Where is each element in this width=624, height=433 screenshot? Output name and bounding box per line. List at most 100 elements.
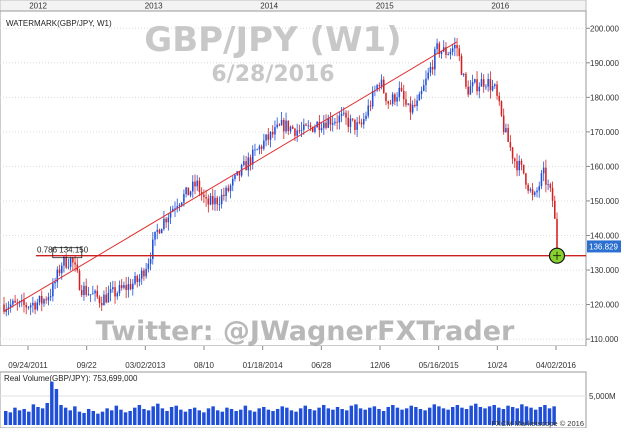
candle-body: [94, 290, 96, 294]
candle-body: [207, 198, 210, 205]
volume-bar: [363, 409, 367, 425]
volume-bar: [59, 405, 63, 425]
volume-bar: [492, 405, 496, 425]
volume-bar: [165, 411, 169, 425]
candle-body: [320, 128, 323, 131]
candle-body: [343, 112, 345, 114]
candle-body: [211, 195, 214, 205]
candle-body: [409, 103, 412, 113]
candle-body: [216, 197, 218, 205]
volume-bar: [414, 407, 418, 425]
candle-body: [329, 118, 332, 125]
candle-body: [243, 161, 245, 166]
candle-body: [136, 275, 139, 282]
volume-bar: [100, 411, 105, 425]
candle-body: [418, 94, 421, 101]
candle-body: [500, 101, 503, 116]
candle-body: [38, 295, 41, 303]
year-label: 2015: [376, 2, 394, 11]
volume-bar: [160, 408, 165, 425]
year-label: 2012: [29, 2, 47, 11]
current-price-label: 136.829: [589, 242, 618, 251]
volume-bar: [345, 410, 349, 425]
candle-body: [29, 305, 32, 308]
volume-bar: [391, 405, 395, 425]
candle-body: [376, 85, 378, 91]
candle-body: [436, 43, 438, 50]
candle-body: [405, 99, 407, 105]
candle-body: [549, 184, 552, 188]
candle-body: [7, 307, 10, 309]
candle-body: [147, 263, 150, 269]
candle-body: [49, 296, 52, 298]
candle-body: [227, 187, 230, 191]
volume-bar: [478, 407, 483, 425]
volume-bar: [266, 409, 271, 425]
candle-body: [87, 294, 90, 296]
date-axis-band: [0, 346, 586, 372]
candle-body: [223, 194, 225, 197]
candle-body: [23, 300, 25, 305]
volume-bar: [169, 407, 174, 425]
volume-bar: [497, 407, 501, 425]
candle-body: [429, 66, 432, 73]
volume-bar: [460, 407, 464, 425]
candle-body: [440, 51, 443, 55]
year-label: 2014: [260, 2, 278, 11]
candle-body: [129, 284, 132, 290]
candle-body: [491, 86, 494, 91]
volume-bar: [432, 404, 437, 425]
volume-bar: [82, 413, 86, 425]
chart-title: WATERMARK(GBP/JPY, W1): [6, 19, 112, 28]
price-axis: 110.000 120.000 130.000 140.000 150.000 160.0…: [586, 24, 619, 344]
watermark-symbol: GBP/JPY (W1): [144, 20, 401, 60]
volume-bar: [22, 409, 26, 425]
volume-bar: [469, 405, 473, 425]
candle-body: [140, 270, 143, 279]
candle-body: [458, 48, 461, 56]
volume-bar: [109, 410, 114, 425]
volume-bar: [192, 407, 197, 425]
watermark-date: 6/28/2016: [211, 62, 334, 87]
candle-body: [307, 125, 310, 127]
volume-bar: [285, 407, 289, 425]
y-tick-label: 110.000: [590, 335, 619, 344]
volume-bar: [31, 404, 36, 425]
volume-bar: [8, 412, 13, 425]
x-tick-label: 09/22: [77, 361, 98, 370]
candle-body: [300, 129, 303, 131]
candle-body: [116, 293, 119, 297]
candle-body: [400, 87, 403, 91]
volume-bar: [510, 407, 515, 425]
candle-body: [209, 195, 212, 205]
volume-bar: [547, 408, 552, 425]
watermark-twitter: Twitter: @JWagnerFXTrader: [96, 316, 515, 347]
candle-body: [554, 200, 556, 219]
candle-body: [454, 45, 456, 49]
candle-body: [83, 285, 85, 296]
candle-body: [522, 164, 525, 174]
volume-bar: [27, 411, 31, 425]
candle-body: [494, 84, 496, 87]
candle-body: [420, 90, 423, 95]
current-price-tag: 136.829: [587, 240, 621, 253]
candle-body: [378, 85, 381, 87]
candle-body: [234, 174, 236, 179]
candle-body: [276, 124, 278, 128]
candle-body: [294, 128, 296, 136]
candle-body: [363, 119, 365, 125]
candle-body: [92, 293, 94, 295]
volume-bar: [257, 408, 261, 425]
volume-bar: [354, 404, 358, 425]
candle-body: [40, 295, 43, 304]
candle-body: [154, 231, 156, 240]
candle-body: [338, 115, 341, 123]
candle-body: [382, 79, 385, 93]
candle-body: [105, 294, 107, 303]
volume-bar: [262, 407, 266, 425]
candle-body: [414, 104, 416, 107]
volume-bar: [239, 409, 243, 425]
x-tick-label: 04/02/2016: [536, 361, 577, 370]
x-tick-label: 06/28: [311, 361, 332, 370]
